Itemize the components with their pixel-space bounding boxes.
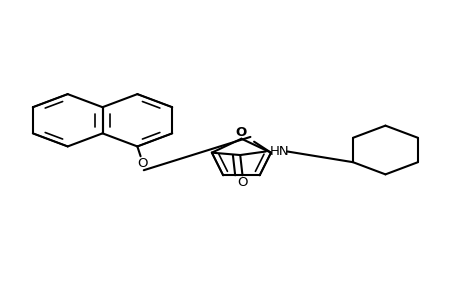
Text: O: O xyxy=(237,176,247,189)
Text: O: O xyxy=(137,157,148,170)
Text: O: O xyxy=(235,126,246,139)
Text: HN: HN xyxy=(269,145,288,158)
